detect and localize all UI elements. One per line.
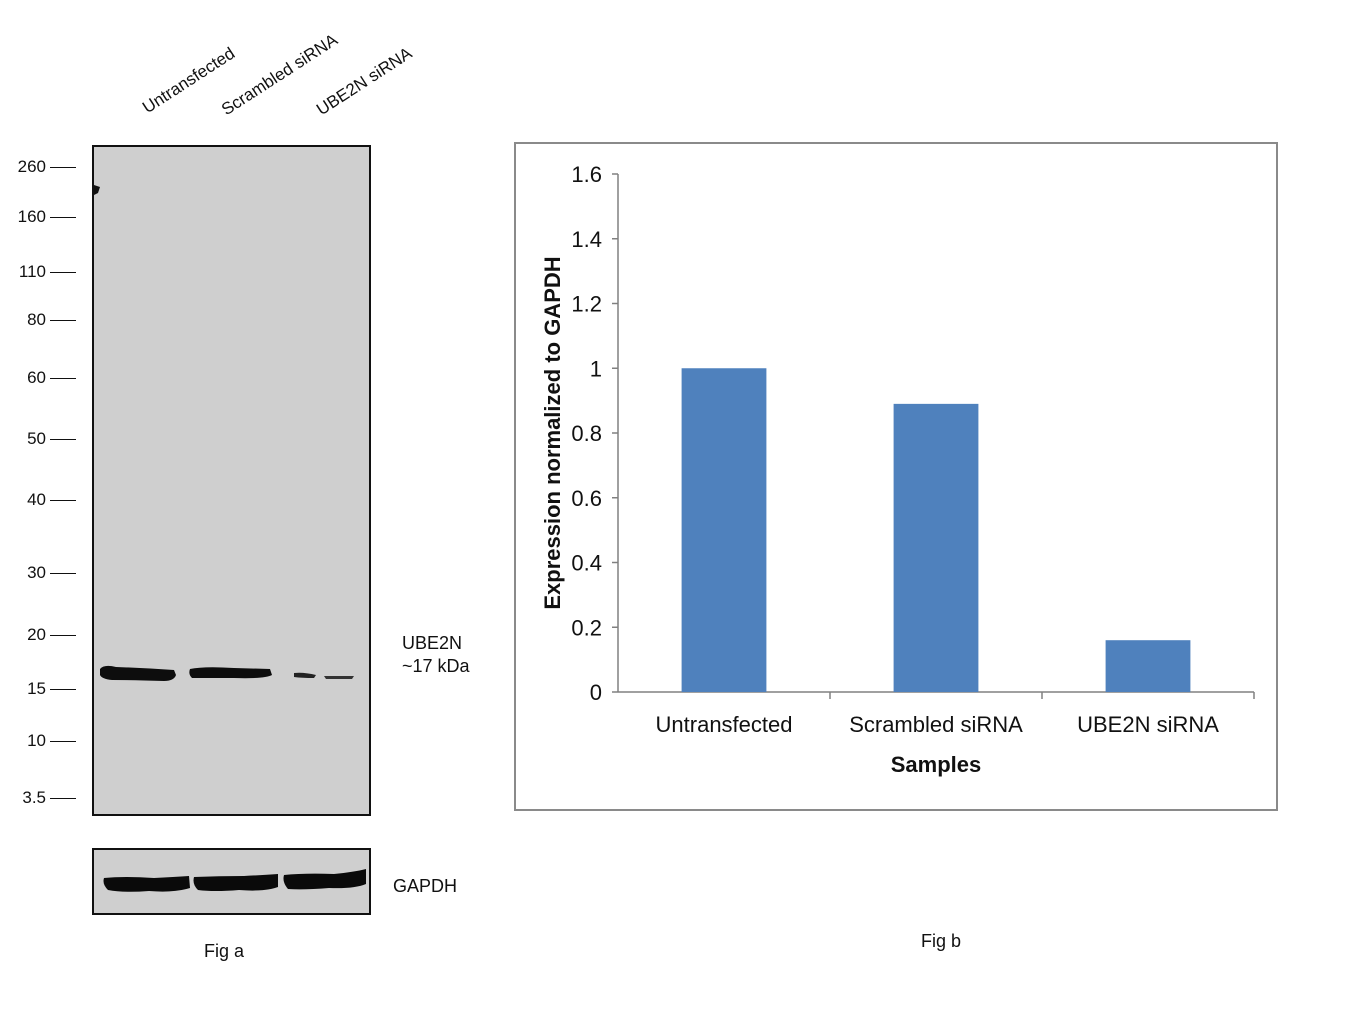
mw-marker-label: 20 <box>27 625 46 644</box>
chart-y-ticks: 0 0.2 0.4 0.6 0.8 1 1.2 1.4 1.6 <box>571 162 618 705</box>
mw-marker-tick <box>50 217 76 218</box>
mw-marker-label: 60 <box>27 368 46 387</box>
mw-marker-tick <box>50 798 76 799</box>
y-tick-label: 1.6 <box>571 162 602 187</box>
mw-marker-tick <box>50 573 76 574</box>
loading-control-label: GAPDH <box>393 876 458 896</box>
blot-artifact <box>94 185 100 195</box>
fig-b-caption: Fig b <box>921 931 962 951</box>
mw-marker-tick <box>50 635 76 636</box>
mw-marker-label: 3.5 <box>22 788 46 807</box>
blot-membrane <box>92 145 371 816</box>
chart-bars <box>681 368 1191 692</box>
mw-marker: 50 <box>10 429 76 449</box>
gapdh-bands <box>103 869 366 892</box>
mw-marker-tick <box>50 272 76 273</box>
mw-marker-label: 40 <box>27 490 46 509</box>
gapdh-band-ube2n-sirna <box>283 869 366 890</box>
x-category-label: UBE2N siRNA <box>1077 712 1219 737</box>
mw-marker-tick <box>50 741 76 742</box>
mw-marker-label: 30 <box>27 563 46 582</box>
mw-marker-label: 260 <box>17 157 46 176</box>
mw-marker: 160 <box>10 207 76 227</box>
mw-marker-tick <box>50 167 76 168</box>
mw-marker-tick <box>50 689 76 690</box>
bar-chart: 0 0.2 0.4 0.6 0.8 1 1.2 1.4 1.6 Untransfected Scr… <box>540 162 1255 777</box>
y-tick-label: 0.4 <box>571 551 602 576</box>
mw-marker: 30 <box>10 563 76 583</box>
chart-x-categories: Untransfected Scrambled siRNA UBE2N siRNA <box>656 712 1220 737</box>
y-tick-label: 0.2 <box>571 615 602 640</box>
y-tick-label: 1 <box>590 356 602 381</box>
y-axis-title: Expression normalized to GAPDH <box>540 256 565 609</box>
fig-a-caption: Fig a <box>204 941 245 961</box>
mw-marker-tick <box>50 500 76 501</box>
band-ube2n-sirna-b <box>324 676 354 679</box>
bar <box>893 403 979 692</box>
band-ube2n-sirna-a <box>294 672 316 678</box>
mw-marker: 110 <box>10 262 76 282</box>
mw-marker: 40 <box>10 490 76 510</box>
band-size-label: ~17 kDa <box>402 656 470 676</box>
mw-marker-tick <box>50 439 76 440</box>
gapdh-band-scrambled <box>193 874 278 891</box>
y-tick-label: 1.2 <box>571 292 602 317</box>
mw-marker-label: 110 <box>18 262 46 281</box>
bar <box>1105 640 1191 692</box>
x-category-label: Scrambled siRNA <box>849 712 1023 737</box>
x-axis-title: Samples <box>891 752 982 777</box>
mw-marker: 80 <box>10 310 76 330</box>
bar-chart-frame: 0 0.2 0.4 0.6 0.8 1 1.2 1.4 1.6 Untransfected Scr… <box>514 142 1278 811</box>
mw-marker-label: 160 <box>17 207 46 226</box>
mw-marker-label: 15 <box>27 679 46 698</box>
mw-marker: 260 <box>10 157 76 177</box>
mw-marker: 20 <box>10 625 76 645</box>
x-category-label: Untransfected <box>656 712 793 737</box>
mw-marker: 60 <box>10 368 76 388</box>
blot-bands <box>94 185 354 681</box>
y-tick-label: 0.8 <box>571 421 602 446</box>
gapdh-band-untransfected <box>103 876 190 892</box>
gapdh-blot <box>92 848 371 915</box>
y-tick-label: 0.6 <box>571 486 602 511</box>
y-tick-label: 0 <box>590 680 602 705</box>
band-name-label: UBE2N <box>402 633 463 653</box>
bar <box>681 368 767 692</box>
mw-marker-tick <box>50 320 76 321</box>
mw-marker-label: 80 <box>27 310 46 329</box>
y-tick-label: 1.4 <box>571 227 602 252</box>
mw-marker-label: 10 <box>27 731 46 750</box>
band-untransfected <box>100 665 176 681</box>
mw-marker-tick <box>50 378 76 379</box>
mw-marker: 3.5 <box>10 788 76 808</box>
mw-marker: 15 <box>10 679 76 699</box>
band-scrambled <box>189 667 272 679</box>
mw-marker: 10 <box>10 731 76 751</box>
mw-marker-label: 50 <box>27 429 46 448</box>
